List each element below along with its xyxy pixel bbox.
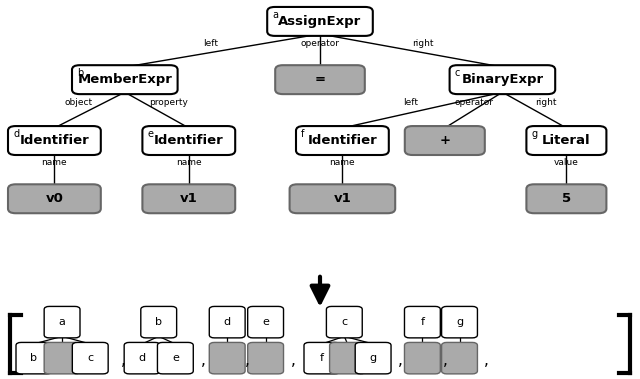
Text: c: c [341,317,348,327]
Text: left: left [403,98,419,107]
Text: b: b [156,317,162,327]
FancyBboxPatch shape [141,306,177,338]
FancyBboxPatch shape [526,126,607,155]
FancyBboxPatch shape [290,184,396,213]
FancyBboxPatch shape [275,65,365,94]
FancyBboxPatch shape [268,7,372,36]
FancyBboxPatch shape [442,306,477,338]
Text: Literal: Literal [542,134,591,147]
FancyBboxPatch shape [142,184,236,213]
Text: f: f [301,129,305,139]
Text: Identifier: Identifier [20,134,89,147]
Text: f: f [320,353,324,363]
FancyBboxPatch shape [526,184,607,213]
Text: name: name [42,158,67,167]
Text: b: b [31,353,37,363]
Text: name: name [176,158,202,167]
Text: b: b [77,68,83,78]
Text: g: g [531,129,538,139]
FancyBboxPatch shape [355,343,391,374]
Text: name: name [330,158,355,167]
Text: =: = [314,73,326,86]
Text: +: + [439,134,451,147]
FancyBboxPatch shape [296,126,389,155]
Text: Identifier: Identifier [308,134,377,147]
FancyBboxPatch shape [157,343,193,374]
FancyBboxPatch shape [44,306,80,338]
FancyBboxPatch shape [404,306,440,338]
FancyBboxPatch shape [304,343,340,374]
FancyBboxPatch shape [442,343,477,374]
FancyBboxPatch shape [72,65,178,94]
FancyBboxPatch shape [404,126,485,155]
Text: BinaryExpr: BinaryExpr [461,73,543,86]
Text: e: e [262,317,269,327]
FancyBboxPatch shape [124,343,160,374]
Text: v1: v1 [180,192,198,205]
Text: property: property [149,98,188,107]
Text: d: d [138,353,146,363]
FancyBboxPatch shape [326,306,362,338]
Text: v0: v0 [45,192,63,205]
FancyBboxPatch shape [404,343,440,374]
FancyBboxPatch shape [8,126,101,155]
Text: f: f [420,317,424,327]
Text: Identifier: Identifier [154,134,223,147]
FancyBboxPatch shape [209,343,245,374]
Text: g: g [369,353,377,363]
Text: v1: v1 [333,192,351,205]
Text: ,: , [120,352,125,368]
Text: left: left [204,39,218,47]
Text: c: c [455,68,460,78]
FancyBboxPatch shape [209,306,245,338]
Text: value: value [554,158,579,167]
Text: operator: operator [301,39,339,47]
Text: AssignExpr: AssignExpr [278,15,362,28]
FancyBboxPatch shape [248,343,284,374]
Text: e: e [147,129,154,139]
FancyBboxPatch shape [16,343,52,374]
Text: a: a [59,317,65,327]
FancyBboxPatch shape [44,343,80,374]
Text: d: d [13,129,19,139]
Text: MemberExpr: MemberExpr [77,73,172,86]
FancyBboxPatch shape [142,126,236,155]
Text: right: right [412,39,433,47]
FancyBboxPatch shape [72,343,108,374]
Text: 5: 5 [562,192,571,205]
FancyBboxPatch shape [8,184,101,213]
Text: object: object [64,98,92,107]
Text: g: g [456,317,463,327]
Text: d: d [223,317,231,327]
Text: ,: , [442,352,447,368]
Text: e: e [172,353,179,363]
Text: ,: , [397,352,403,368]
FancyBboxPatch shape [248,306,284,338]
Text: operator: operator [454,98,493,107]
Text: ,: , [291,352,296,368]
Text: c: c [87,353,93,363]
FancyBboxPatch shape [450,65,556,94]
Text: ,: , [484,352,489,368]
Text: ,: , [245,352,250,368]
Text: ,: , [201,352,206,368]
Text: a: a [273,10,278,20]
Text: right: right [535,98,557,107]
FancyBboxPatch shape [330,343,365,374]
